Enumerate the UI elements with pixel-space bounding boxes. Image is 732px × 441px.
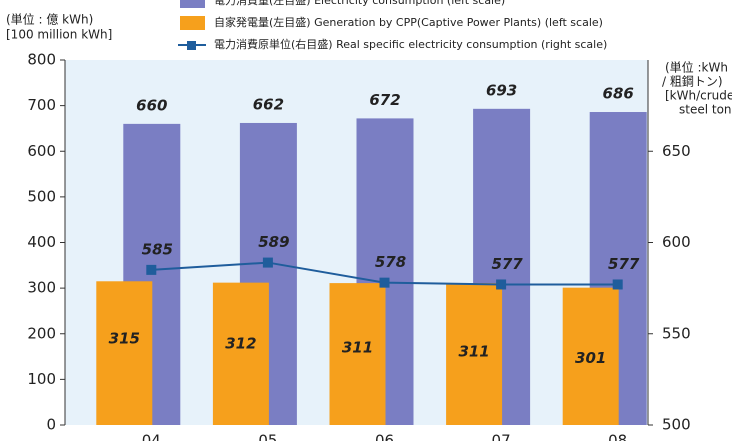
bar [212,282,269,425]
y-axis-label: [100 million kWh] [6,28,112,42]
data-label: 578 [375,253,406,271]
bar [562,287,619,425]
data-label: 301 [575,349,606,367]
y-tick-label: 400 [27,233,56,251]
y2-tick-label: 600 [662,233,691,251]
y2-axis-label: [kWh/crude [665,89,732,103]
data-label: 589 [258,233,289,251]
data-label: 577 [608,255,640,273]
y-tick-label: 800 [27,51,56,69]
line-marker [496,279,507,290]
data-label: 312 [225,334,256,352]
y2-axis-label: (単位 :kWh [665,60,728,75]
legend-swatch [180,0,205,8]
y2-tick-label: 550 [662,324,691,342]
bar [96,281,153,425]
data-label: 693 [486,81,517,99]
line-marker [379,277,390,288]
legend-marker [187,41,196,50]
x-tick-label: 05 [258,432,277,441]
x-tick-label: 06 [375,432,394,441]
data-label: 672 [369,91,400,109]
y2-tick-label: 650 [662,142,691,160]
legend-swatch [180,16,205,30]
legend-label: 自家発電量(左目盛) Generation by CPP(Captive Pow… [214,15,603,29]
data-label: 660 [136,96,167,114]
y2-tick-label: 500 [662,416,691,434]
x-tick-label: 04 [142,432,161,441]
bar [329,283,386,425]
y-tick-label: 0 [46,416,56,434]
bar [446,283,503,425]
y2-axis-label: steel ton] [679,103,732,117]
data-label: 686 [603,85,634,103]
data-label: 662 [253,95,284,113]
line-marker [262,257,273,268]
legend-label: 電力消費原単位(右目盛) Real specific electricity c… [214,37,607,51]
x-tick-label: 07 [492,432,511,441]
y-tick-label: 500 [27,187,56,205]
line-marker [612,279,623,290]
y-tick-label: 700 [27,96,56,114]
y-tick-label: 200 [27,324,56,342]
data-label: 315 [109,330,140,348]
data-label: 311 [342,339,373,357]
y2-axis-label: / 粗鋼トン) [662,75,723,89]
y-tick-label: 100 [27,370,56,388]
legend-label: 電力消費量(左目盛) Electricity consumption (left… [214,0,505,7]
data-label: 585 [142,240,173,258]
y-axis-label: (単位 : 億 kWh) [6,12,93,27]
y-tick-label: 600 [27,142,56,160]
line-marker [146,264,157,275]
x-tick-label: 08 [608,432,627,441]
data-label: 577 [491,255,523,273]
data-label: 311 [458,343,489,361]
y-tick-label: 300 [27,279,56,297]
